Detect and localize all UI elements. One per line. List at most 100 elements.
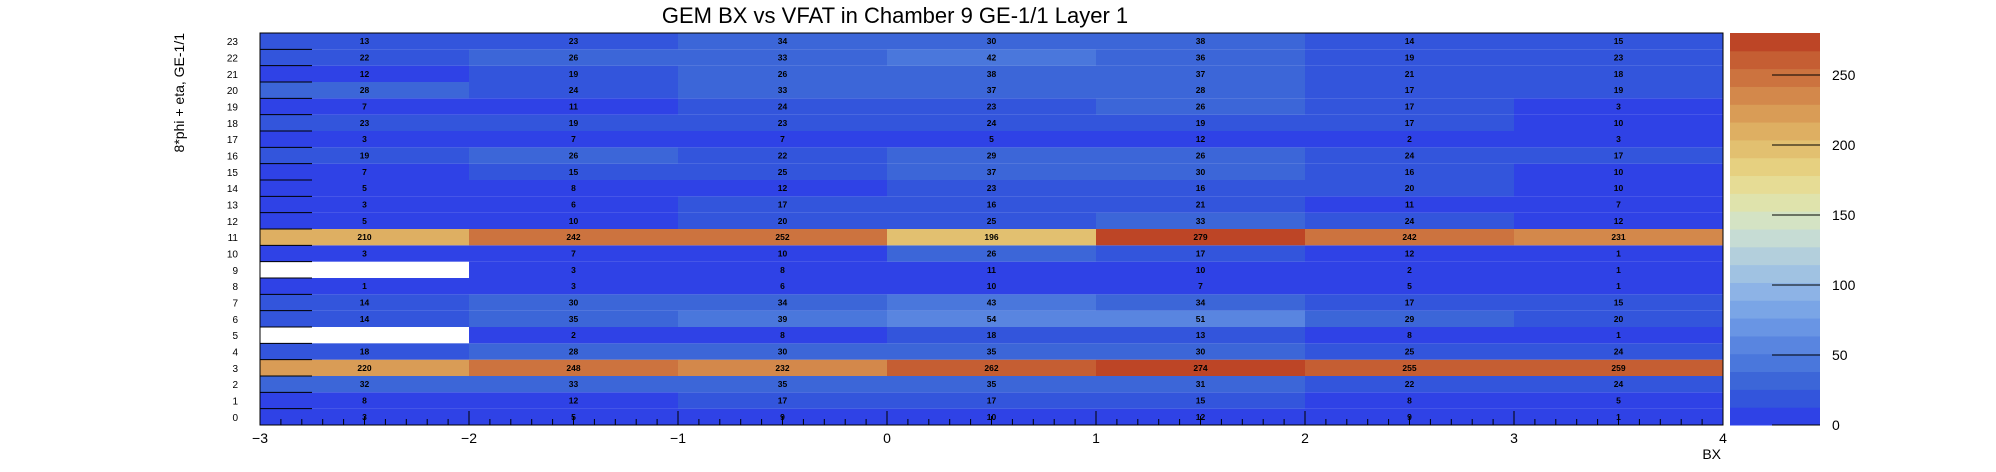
heatmap-cells [260,33,1723,425]
cell-value-label: 28 [360,85,370,95]
cell-value-label: 2 [1407,134,1412,144]
color-bar-segment [1730,68,1820,87]
heatmap-cell [1514,98,1723,115]
heatmap-cell [1514,245,1723,262]
cell-value-label: 1 [1616,330,1621,340]
cell-value-label: 33 [569,379,579,389]
heatmap-cell [1514,147,1723,164]
cell-value-label: 279 [1193,232,1207,242]
heatmap-cell [887,278,1096,295]
cell-value-label: 18 [987,330,997,340]
heatmap-cell-labels: 3591012918121717158532333535312224220248… [357,36,1625,422]
color-bar-segment [1730,122,1820,141]
heatmap-cell [1305,163,1514,180]
color-bar-segment [1730,300,1820,319]
heatmap-cell [1514,229,1723,246]
heatmap-cell [1096,114,1305,131]
heatmap-cell [1096,65,1305,82]
cell-value-label: 24 [1614,347,1624,357]
heatmap-cell [678,245,887,262]
color-bar-segment [1730,264,1820,283]
heatmap-cell [1305,229,1514,246]
cell-value-label: 22 [1405,379,1415,389]
heatmap-cell [1514,392,1723,409]
heatmap-cell [260,229,469,246]
color-bar-segment [1730,318,1820,337]
cell-value-label: 3 [1616,102,1621,112]
heatmap-cell [887,376,1096,393]
heatmap-cell [469,392,678,409]
heatmap-cell [678,229,887,246]
heatmap-cell [1096,212,1305,229]
cell-value-label: 38 [1196,36,1206,46]
cell-value-label: 252 [775,232,789,242]
heatmap-cell [887,327,1096,344]
heatmap-cell [260,98,469,115]
heatmap-cell [469,114,678,131]
cell-value-label: 51 [1196,314,1206,324]
cell-value-label: 22 [778,151,788,161]
cell-value-label: 37 [987,167,997,177]
cell-value-label: 13 [360,36,370,46]
cell-value-label: 17 [1405,298,1415,308]
y-tick-label: 9 [232,266,238,277]
y-tick-label: 3 [232,364,238,375]
color-bar-segment [1730,157,1820,177]
heatmap-cell [1305,131,1514,148]
cell-value-label: 30 [987,36,997,46]
color-bar-segment [1730,335,1820,355]
cell-value-label: 15 [1614,298,1624,308]
color-bar-segment [1730,33,1820,52]
cell-value-label: 33 [778,53,788,63]
cell-value-label: 5 [362,216,367,226]
cell-value-label: 3 [362,200,367,210]
x-tick-label: −2 [461,430,477,446]
cell-value-label: 30 [569,298,579,308]
cell-value-label: 8 [1407,396,1412,406]
cell-value-label: 19 [360,151,370,161]
heatmap-cell [678,49,887,66]
color-bar-segment [1730,104,1820,123]
cell-value-label: 259 [1611,363,1625,373]
cell-value-label: 1 [1616,249,1621,259]
heatmap-cell [887,294,1096,311]
cell-value-label: 12 [360,69,370,79]
cell-value-label: 43 [987,298,997,308]
color-bar-tick-label: 250 [1832,67,1856,83]
cell-value-label: 242 [566,232,580,242]
heatmap-cell [887,261,1096,278]
x-tick-label: 0 [883,430,891,446]
heatmap-cell [260,294,469,311]
heatmap-cell [1096,82,1305,99]
color-bar-segment [1730,50,1820,70]
heatmap-cell [1096,327,1305,344]
color-bar-segment [1730,175,1820,194]
cell-value-label: 10 [1614,183,1624,193]
cell-value-label: 34 [778,298,788,308]
y-tick-label: 23 [227,37,239,48]
heatmap-cell [1305,114,1514,131]
x-tick-label: 1 [1092,430,1100,446]
color-bar-segment [1730,139,1820,159]
heatmap-cell [469,261,678,278]
y-tick-label: 14 [227,184,239,195]
heatmap-cell [469,98,678,115]
heatmap-cell [1514,49,1723,66]
heatmap-cell [260,180,469,197]
heatmap-cell [1096,131,1305,148]
heatmap-cell [678,114,887,131]
heatmap-cell [469,327,678,344]
heatmap-cell [469,196,678,213]
heatmap-cell [260,131,469,148]
cell-value-label: 17 [778,200,788,210]
cell-value-label: 3 [571,265,576,275]
y-tick-label: 12 [227,217,239,228]
cell-value-label: 29 [987,151,997,161]
heatmap-cell [1305,49,1514,66]
cell-value-label: 23 [360,118,370,128]
heatmap-cell [1096,278,1305,295]
cell-value-label: 23 [987,183,997,193]
heatmap-cell [260,82,469,99]
heatmap-cell [1514,114,1723,131]
